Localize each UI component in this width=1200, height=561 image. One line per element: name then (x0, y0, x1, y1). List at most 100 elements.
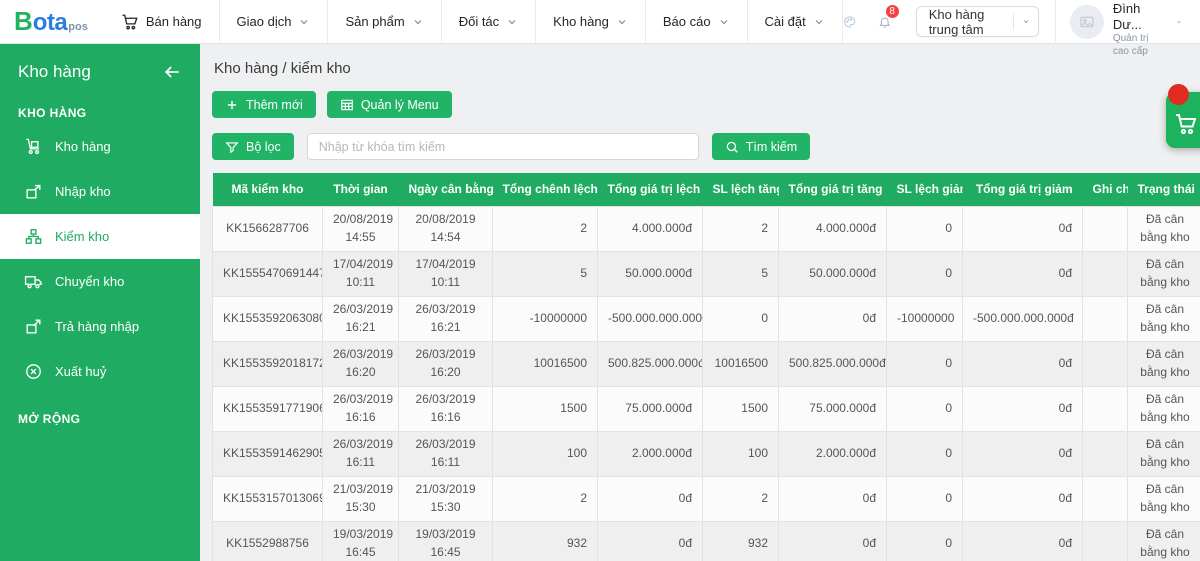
table-row[interactable]: KK155359206308026/03/2019 16:2126/03/201… (213, 296, 1200, 341)
table-header-row: Mã kiểm khoThời gianNgày cân bằngTổng ch… (213, 173, 1200, 206)
table-cell: 4.000.000đ (598, 206, 703, 251)
inventory-check-table: Mã kiểm khoThời gianNgày cân bằngTổng ch… (212, 173, 1200, 561)
table-cell: 1500 (703, 386, 779, 431)
column-header: Tổng giá trị giảm (963, 173, 1083, 206)
plus-icon (225, 98, 239, 112)
table-cell: KK1553157013069 (213, 476, 323, 521)
table-cell: -500.000.000.000đ (598, 296, 703, 341)
sidebar-item-label: Trả hàng nhập (55, 319, 139, 334)
nav-item-ban-hang[interactable]: Bán hàng (104, 0, 220, 43)
cart-count-badge (1168, 84, 1189, 105)
warehouse-selector-value: Kho hàng trung tâm (929, 7, 1000, 37)
table-cell (1083, 476, 1128, 521)
table-cell: 26/03/2019 16:11 (323, 431, 399, 476)
table-cell: KK1555470691447 (213, 251, 323, 296)
table-cell: 932 (703, 521, 779, 561)
nav-item-label: Cài đặt (765, 14, 806, 29)
nav-item-cai-dat[interactable]: Cài đặt (748, 0, 843, 43)
table-cell: Đã cân bằng kho (1128, 431, 1200, 476)
top-navbar: B ota pos Bán hàng Giao dịch Sản phẩm Đối t… (0, 0, 1200, 44)
sidebar-item-tra-hang-nhap[interactable]: Trả hàng nhập (0, 304, 200, 349)
add-new-button[interactable]: Thêm mới (212, 91, 316, 118)
cart-icon (1174, 112, 1198, 136)
table-cell (1083, 431, 1128, 476)
table-cell: 0đ (963, 431, 1083, 476)
nav-item-label: Đối tác (459, 14, 499, 29)
main-content: Kho hàng / kiểm kho Thêm mới Quản lý Men… (200, 44, 1200, 561)
brand-logo-b: B (14, 8, 33, 34)
table-row[interactable]: KK155547069144717/04/2019 10:1117/04/201… (213, 251, 1200, 296)
table-cell (1083, 206, 1128, 251)
table-cell: 100 (493, 431, 598, 476)
floating-cart-button[interactable] (1166, 92, 1200, 148)
table-cell: 19/03/2019 16:45 (399, 521, 493, 561)
search-button[interactable]: Tìm kiếm (712, 133, 810, 160)
brand-logo[interactable]: B ota pos (0, 8, 104, 35)
table-cell: 500.825.000.000đ (598, 341, 703, 386)
collapse-sidebar-arrow-icon[interactable] (162, 62, 182, 82)
table-cell: 0đ (779, 476, 887, 521)
table-cell (1083, 386, 1128, 431)
nav-item-bao-cao[interactable]: Báo cáo (646, 0, 748, 43)
table-cell: 0đ (598, 521, 703, 561)
table-row[interactable]: KK155359146290526/03/2019 16:1126/03/201… (213, 431, 1200, 476)
nav-item-giao-dich[interactable]: Giao dịch (220, 0, 329, 43)
table-cell: 20/08/2019 14:55 (323, 206, 399, 251)
nav-item-kho-hang[interactable]: Kho hàng (536, 0, 646, 43)
table-cell: 2.000.000đ (779, 431, 887, 476)
palette-icon[interactable] (843, 12, 856, 32)
table-cell: 0đ (779, 296, 887, 341)
filter-button[interactable]: Bộ lọc (212, 133, 294, 160)
table-row[interactable]: KK155359201817226/03/2019 16:2026/03/201… (213, 341, 1200, 386)
column-header: Mã kiểm kho (213, 173, 323, 206)
table-row[interactable]: KK156628770620/08/2019 14:5520/08/2019 1… (213, 206, 1200, 251)
selector-divider (1013, 14, 1014, 30)
nav-item-doi-tac[interactable]: Đối tác (442, 0, 536, 43)
import-box-icon (24, 182, 43, 201)
table-cell: 0đ (598, 476, 703, 521)
table-cell: Đã cân bằng kho (1128, 476, 1200, 521)
column-header: Ngày cân bằng (399, 173, 493, 206)
sidebar-item-label: Kiểm kho (55, 229, 109, 244)
search-input[interactable] (307, 133, 699, 160)
table-cell (1083, 251, 1128, 296)
table-cell: 0 (703, 296, 779, 341)
sidebar-item-kho-hang[interactable]: Kho hàng (0, 124, 200, 169)
notifications-bell-icon[interactable]: 8 (878, 12, 891, 32)
table-cell: 5 (493, 251, 598, 296)
table-row[interactable]: KK155315701306921/03/2019 15:3021/03/201… (213, 476, 1200, 521)
table-row[interactable]: KK155298875619/03/2019 16:4519/03/2019 1… (213, 521, 1200, 561)
user-menu[interactable]: Lãng Đình Dư... Quản trị cao cấp (1055, 0, 1192, 44)
truck-icon (24, 272, 43, 291)
table-cell: 50.000.000đ (598, 251, 703, 296)
add-new-button-label: Thêm mới (246, 98, 303, 112)
warehouse-selector[interactable]: Kho hàng trung tâm (916, 6, 1039, 37)
table-cell (1083, 341, 1128, 386)
column-header: SL lệch tăng (703, 173, 779, 206)
avatar (1070, 5, 1104, 39)
table-cell: KK1552988756 (213, 521, 323, 561)
table-cell: 0 (887, 341, 963, 386)
table-row[interactable]: KK155359177190626/03/2019 16:1626/03/201… (213, 386, 1200, 431)
table-cell: 21/03/2019 15:30 (323, 476, 399, 521)
table-cell: 26/03/2019 16:20 (323, 341, 399, 386)
table-cell: 26/03/2019 16:21 (323, 296, 399, 341)
trolley-icon (24, 137, 43, 156)
table-cell: 2 (493, 476, 598, 521)
table-cell: 0 (887, 251, 963, 296)
nav-item-label: Giao dịch (237, 14, 292, 29)
chevron-down-icon (718, 16, 730, 28)
nav-item-san-pham[interactable]: Sản phẩm (328, 0, 441, 43)
table-cell: 932 (493, 521, 598, 561)
table-cell: 0đ (963, 206, 1083, 251)
chevron-down-icon (1176, 16, 1182, 28)
sidebar-item-chuyen-kho[interactable]: Chuyển kho (0, 259, 200, 304)
column-header: SL lệch giảm (887, 173, 963, 206)
sidebar-item-label: Nhập kho (55, 184, 111, 199)
manage-menu-button[interactable]: Quản lý Menu (327, 91, 452, 118)
table-cell: 20/08/2019 14:54 (399, 206, 493, 251)
table-cell: 10016500 (703, 341, 779, 386)
sidebar-item-xuat-huy[interactable]: Xuất huỷ (0, 349, 200, 394)
sidebar-item-kiem-kho[interactable]: Kiểm kho (0, 214, 200, 259)
sidebar-item-nhap-kho[interactable]: Nhập kho (0, 169, 200, 214)
